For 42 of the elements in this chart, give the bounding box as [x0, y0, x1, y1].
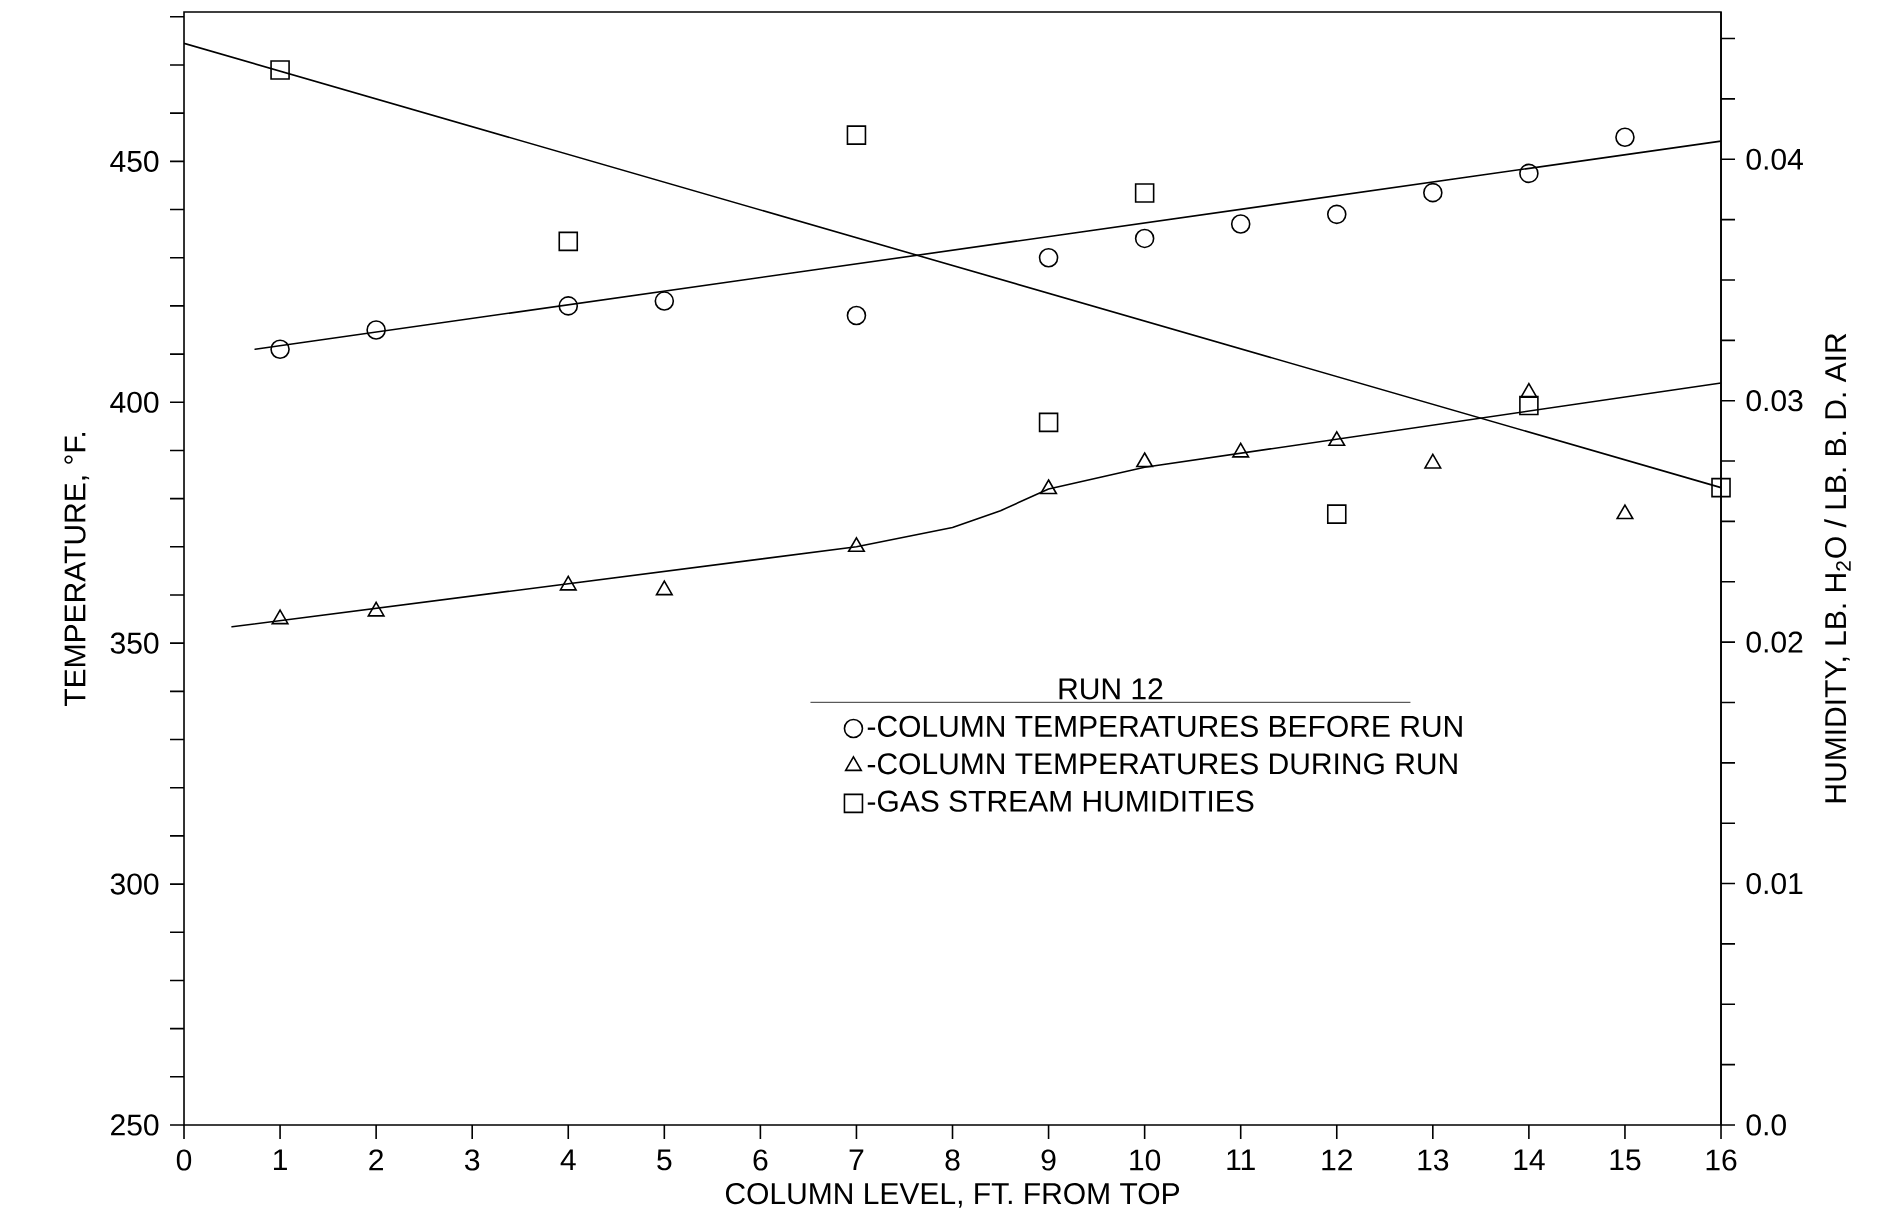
y-axis-title: TEMPERATURE, °F. [64, 432, 90, 707]
legend-title: RUN 12 [1059, 678, 1163, 700]
y2-tick-label: 0.02 [1746, 631, 1803, 653]
y-tick-label: 250 [111, 1114, 159, 1136]
x-tick-label: 8 [945, 1149, 960, 1171]
y-tick-label: 450 [110, 150, 159, 172]
point [1711, 477, 1731, 498]
x-tick-label: 5 [657, 1149, 672, 1171]
x-tick-label: 6 [753, 1149, 768, 1171]
y2-axis-title: HUMIDITY, LB. H$_{2}$O / LB. B. D. AIR [1824, 333, 1851, 803]
x-tick-label: 3 [464, 1149, 480, 1171]
x-tick-label: 7 [849, 1149, 864, 1171]
y-tick-label: 300 [110, 873, 159, 895]
x-tick-label: 11 [1227, 1149, 1255, 1171]
x-tick-label: 12 [1322, 1149, 1352, 1171]
y2-tick-label: 0.03 [1746, 390, 1803, 412]
legend-label: -GAS STREAM HUMIDITIES [867, 790, 1254, 812]
legend-label: -COLUMN TEMPERATURES DURING RUN [867, 753, 1457, 775]
point [1326, 504, 1347, 524]
point [1038, 412, 1059, 433]
x-tick-label: 4 [560, 1149, 576, 1171]
point [270, 60, 290, 80]
y2-tick-label: 0.0 [1746, 1114, 1786, 1136]
y-tick-label: 350 [110, 632, 159, 654]
x-tick-label: 15 [1610, 1149, 1641, 1171]
x-tick-label: 14 [1514, 1149, 1545, 1171]
x-tick-label: 1 [274, 1149, 287, 1171]
y2-tick-label: 0.01 [1746, 872, 1803, 895]
x-tick-label: 10 [1130, 1149, 1161, 1171]
point [1519, 395, 1539, 416]
x-tick-label: 0 [176, 1149, 192, 1171]
x-tick-label: 13 [1418, 1149, 1449, 1171]
x-axis-title: COLUMN LEVEL, FT. FROM TOP [725, 1183, 1180, 1208]
y2-tick-label: 0.04 [1746, 148, 1803, 170]
point [558, 231, 579, 252]
x-tick-label: 9 [1041, 1149, 1056, 1171]
legend-label: -COLUMN TEMPERATURES BEFORE RUN [867, 715, 1462, 737]
y-tick-label: 400 [110, 391, 159, 413]
point [846, 125, 867, 145]
x-tick-label: 16 [1706, 1149, 1737, 1171]
x-tick-label: 2 [369, 1149, 383, 1171]
point [1134, 183, 1155, 203]
